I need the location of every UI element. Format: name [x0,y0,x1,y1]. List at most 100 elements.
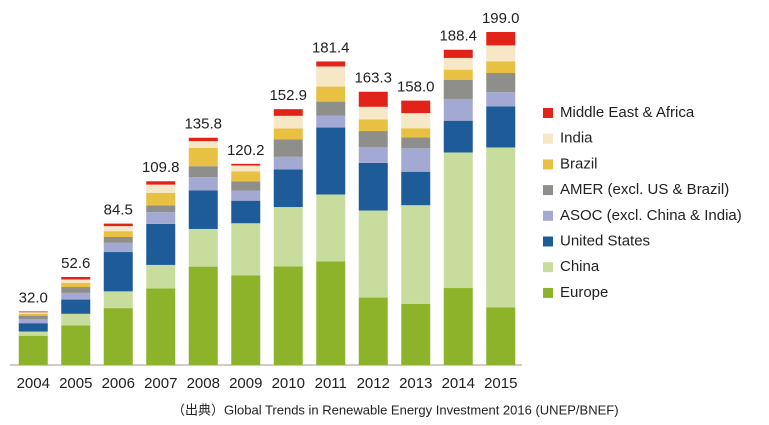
bar-segment [273,266,303,365]
bar-segment [231,200,261,224]
legend-swatch [543,159,553,170]
bar-segment [486,106,516,148]
bar-segment [103,252,133,292]
x-tick-label: 2009 [229,375,262,392]
bar-segment [316,127,346,195]
bar-segment [231,165,261,172]
bar-segment [18,318,48,324]
legend-label: United States [560,232,650,249]
bar-segment [273,207,303,267]
total-label: 135.8 [184,116,222,133]
bar-segment [443,120,473,153]
bar-segment [231,190,261,201]
bar-segment [61,292,91,300]
bar-segment [316,194,346,262]
legend-swatch [543,236,553,247]
bar-segment [103,242,133,253]
bar-segment [188,266,218,365]
bar-segment [146,288,176,365]
legend-label: ASOC (excl. China & India) [560,207,742,224]
bar-segment [18,335,48,365]
bar-segment [231,163,261,166]
bar-segment [358,91,388,107]
bar-segment [273,139,303,157]
bar-segment [486,32,516,46]
total-label: 188.4 [439,28,477,45]
x-tick-label: 2012 [357,375,390,392]
legend-swatch [543,210,553,221]
bar-segment [273,169,303,208]
bar-segment [443,69,473,80]
bar-segment [61,313,91,326]
bar-segment [61,325,91,365]
bar-segment [18,315,48,319]
bar-segment [443,79,473,99]
bar-segment [188,137,218,142]
x-tick-label: 2008 [187,375,220,392]
x-tick-label: 2015 [484,375,517,392]
bar-segment [61,282,91,288]
bar-segment [103,291,133,309]
total-label: 109.8 [142,159,180,176]
x-tick-label: 2013 [399,375,432,392]
bar-segment [188,228,218,267]
x-tick-label: 2004 [17,375,50,392]
bar-segment [358,146,388,163]
source: （出典）Global Trends in Renewable Energy In… [172,402,619,417]
legend-swatch [543,185,553,196]
bar-segment [443,288,473,365]
bar-segment [316,261,346,365]
bar-segment [18,331,48,336]
bar-segment [61,287,91,293]
bar-segment [61,276,91,280]
bar-segment [401,303,431,365]
bar-segment [61,299,91,314]
bar-segment [146,212,176,224]
x-tick-label: 2011 [315,375,347,392]
bar-segment [358,297,388,365]
bar-segment [358,162,388,211]
bar-segment [401,148,431,172]
total-label: 32.0 [19,289,48,306]
bar-segment [231,171,261,182]
bar-segment [316,66,346,87]
x-tick-label: 2006 [102,375,135,392]
bar-segment [358,131,388,147]
x-tick-label: 2014 [442,375,475,392]
total-label: 120.2 [227,142,265,159]
bar-segment [486,147,516,308]
bar-segment [358,119,388,132]
bar-segment [486,92,516,107]
total-label: 158.0 [397,79,435,96]
legend-label: Middle East & Africa [560,104,695,121]
legend-label: Brazil [560,155,598,172]
bar-segment [316,115,346,128]
legend-swatch [543,108,553,118]
bar-segment [401,100,431,114]
bar-segment [231,181,261,191]
bar-segment [273,115,303,129]
legend-label: India [560,130,593,147]
bar-segment [486,45,516,62]
bar-segment [316,86,346,102]
legend-swatch [543,287,553,298]
bar-segment [401,205,431,304]
bar-segment [103,226,133,232]
bar-segment [358,106,388,120]
bar-segment [188,177,218,191]
bar-segment [486,61,516,73]
bar-segment [146,184,176,193]
bar-segment [188,166,218,178]
total-label: 199.0 [482,10,520,27]
bar-segment [401,128,431,138]
bar-segment [273,128,303,140]
x-tick-label: 2007 [144,375,177,392]
bar-segment [443,49,473,58]
bar-segment [231,275,261,365]
x-tick-label: 2005 [59,375,92,392]
bar-segment [103,236,133,243]
bar-segment [61,279,91,283]
total-label: 152.9 [269,87,307,104]
legend-swatch [543,262,553,273]
